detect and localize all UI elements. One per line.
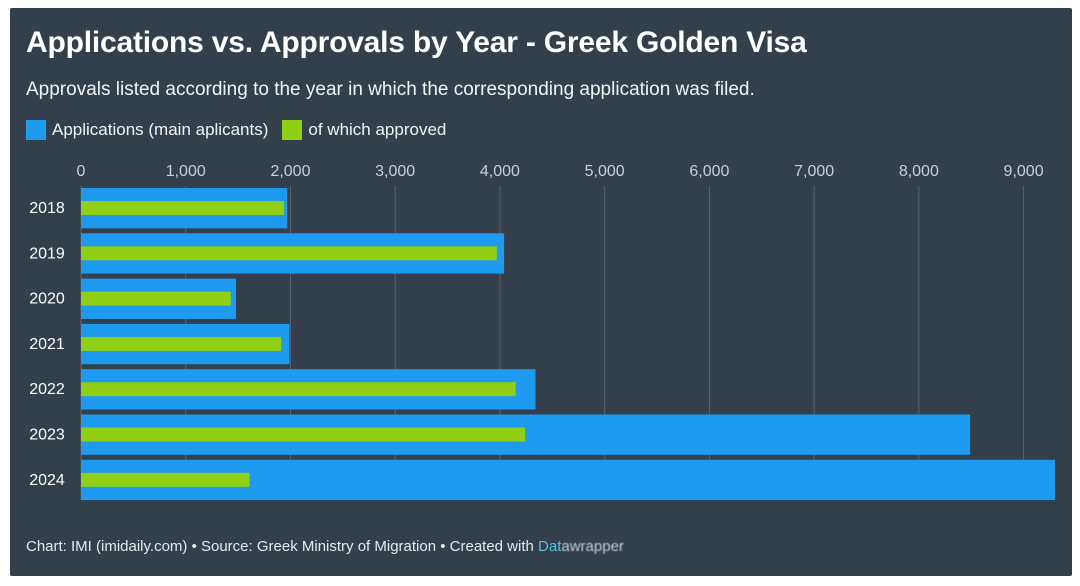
legend-label-applications: Applications (main aplicants) <box>52 120 269 139</box>
legend-swatch-approved <box>282 120 303 140</box>
x-tick-label: 7,000 <box>794 163 834 180</box>
y-category-label: 2022 <box>29 381 65 398</box>
bar-approved <box>81 382 516 397</box>
bar-approved <box>81 246 497 261</box>
x-tick-label: 0 <box>77 163 86 180</box>
x-tick-label: 2,000 <box>270 163 310 180</box>
chart-title: Applications vs. Approvals by Year - Gre… <box>26 26 807 59</box>
x-tick-label: 9,000 <box>1004 163 1044 180</box>
legend-item-applications: Applications (main aplicants) <box>26 120 268 140</box>
x-tick-label: 6,000 <box>689 163 729 180</box>
x-tick-label: 3,000 <box>375 163 415 180</box>
bar-approved <box>81 201 285 215</box>
footer-credit: Chart: IMI (imidaily.com) • Source: Gree… <box>26 538 539 555</box>
bar-approved <box>81 427 526 442</box>
bar-chart: 0 1,000 2,000 3,000 4,000 5,000 6,000 7,000 8,00… <box>29 163 1055 501</box>
x-tick-label: 8,000 <box>899 163 939 180</box>
y-category-label: 2018 <box>29 200 65 217</box>
chart-footer: Chart: IMI (imidaily.com) • Source: Gree… <box>26 538 624 555</box>
y-category-label: 2020 <box>29 291 65 308</box>
legend-label-approved: of which approved <box>308 120 447 139</box>
x-tick-label: 1,000 <box>166 163 206 180</box>
y-category-label: 2024 <box>29 472 65 489</box>
x-tick-label: 4,000 <box>480 163 520 180</box>
legend-item-approved: of which approved <box>282 120 446 140</box>
y-category-label: 2021 <box>29 336 65 353</box>
bar-approved <box>81 291 231 306</box>
chart-subtitle: Approvals listed according to the year i… <box>26 79 755 100</box>
y-category-label: 2023 <box>29 427 65 444</box>
legend-swatch-applications <box>26 120 46 140</box>
bar-approved <box>81 472 250 487</box>
bar-approved <box>81 336 282 351</box>
footer-tool-link[interactable]: Dat <box>538 538 562 555</box>
chart-card: Applications vs. Approvals by Year - Gre… <box>10 8 1072 576</box>
x-tick-label: 5,000 <box>585 163 625 180</box>
footer-tool-rest: awrapper <box>561 538 624 555</box>
chart-legend: Applications (main aplicants) of which a… <box>26 120 446 140</box>
y-category-label: 2019 <box>29 245 65 262</box>
